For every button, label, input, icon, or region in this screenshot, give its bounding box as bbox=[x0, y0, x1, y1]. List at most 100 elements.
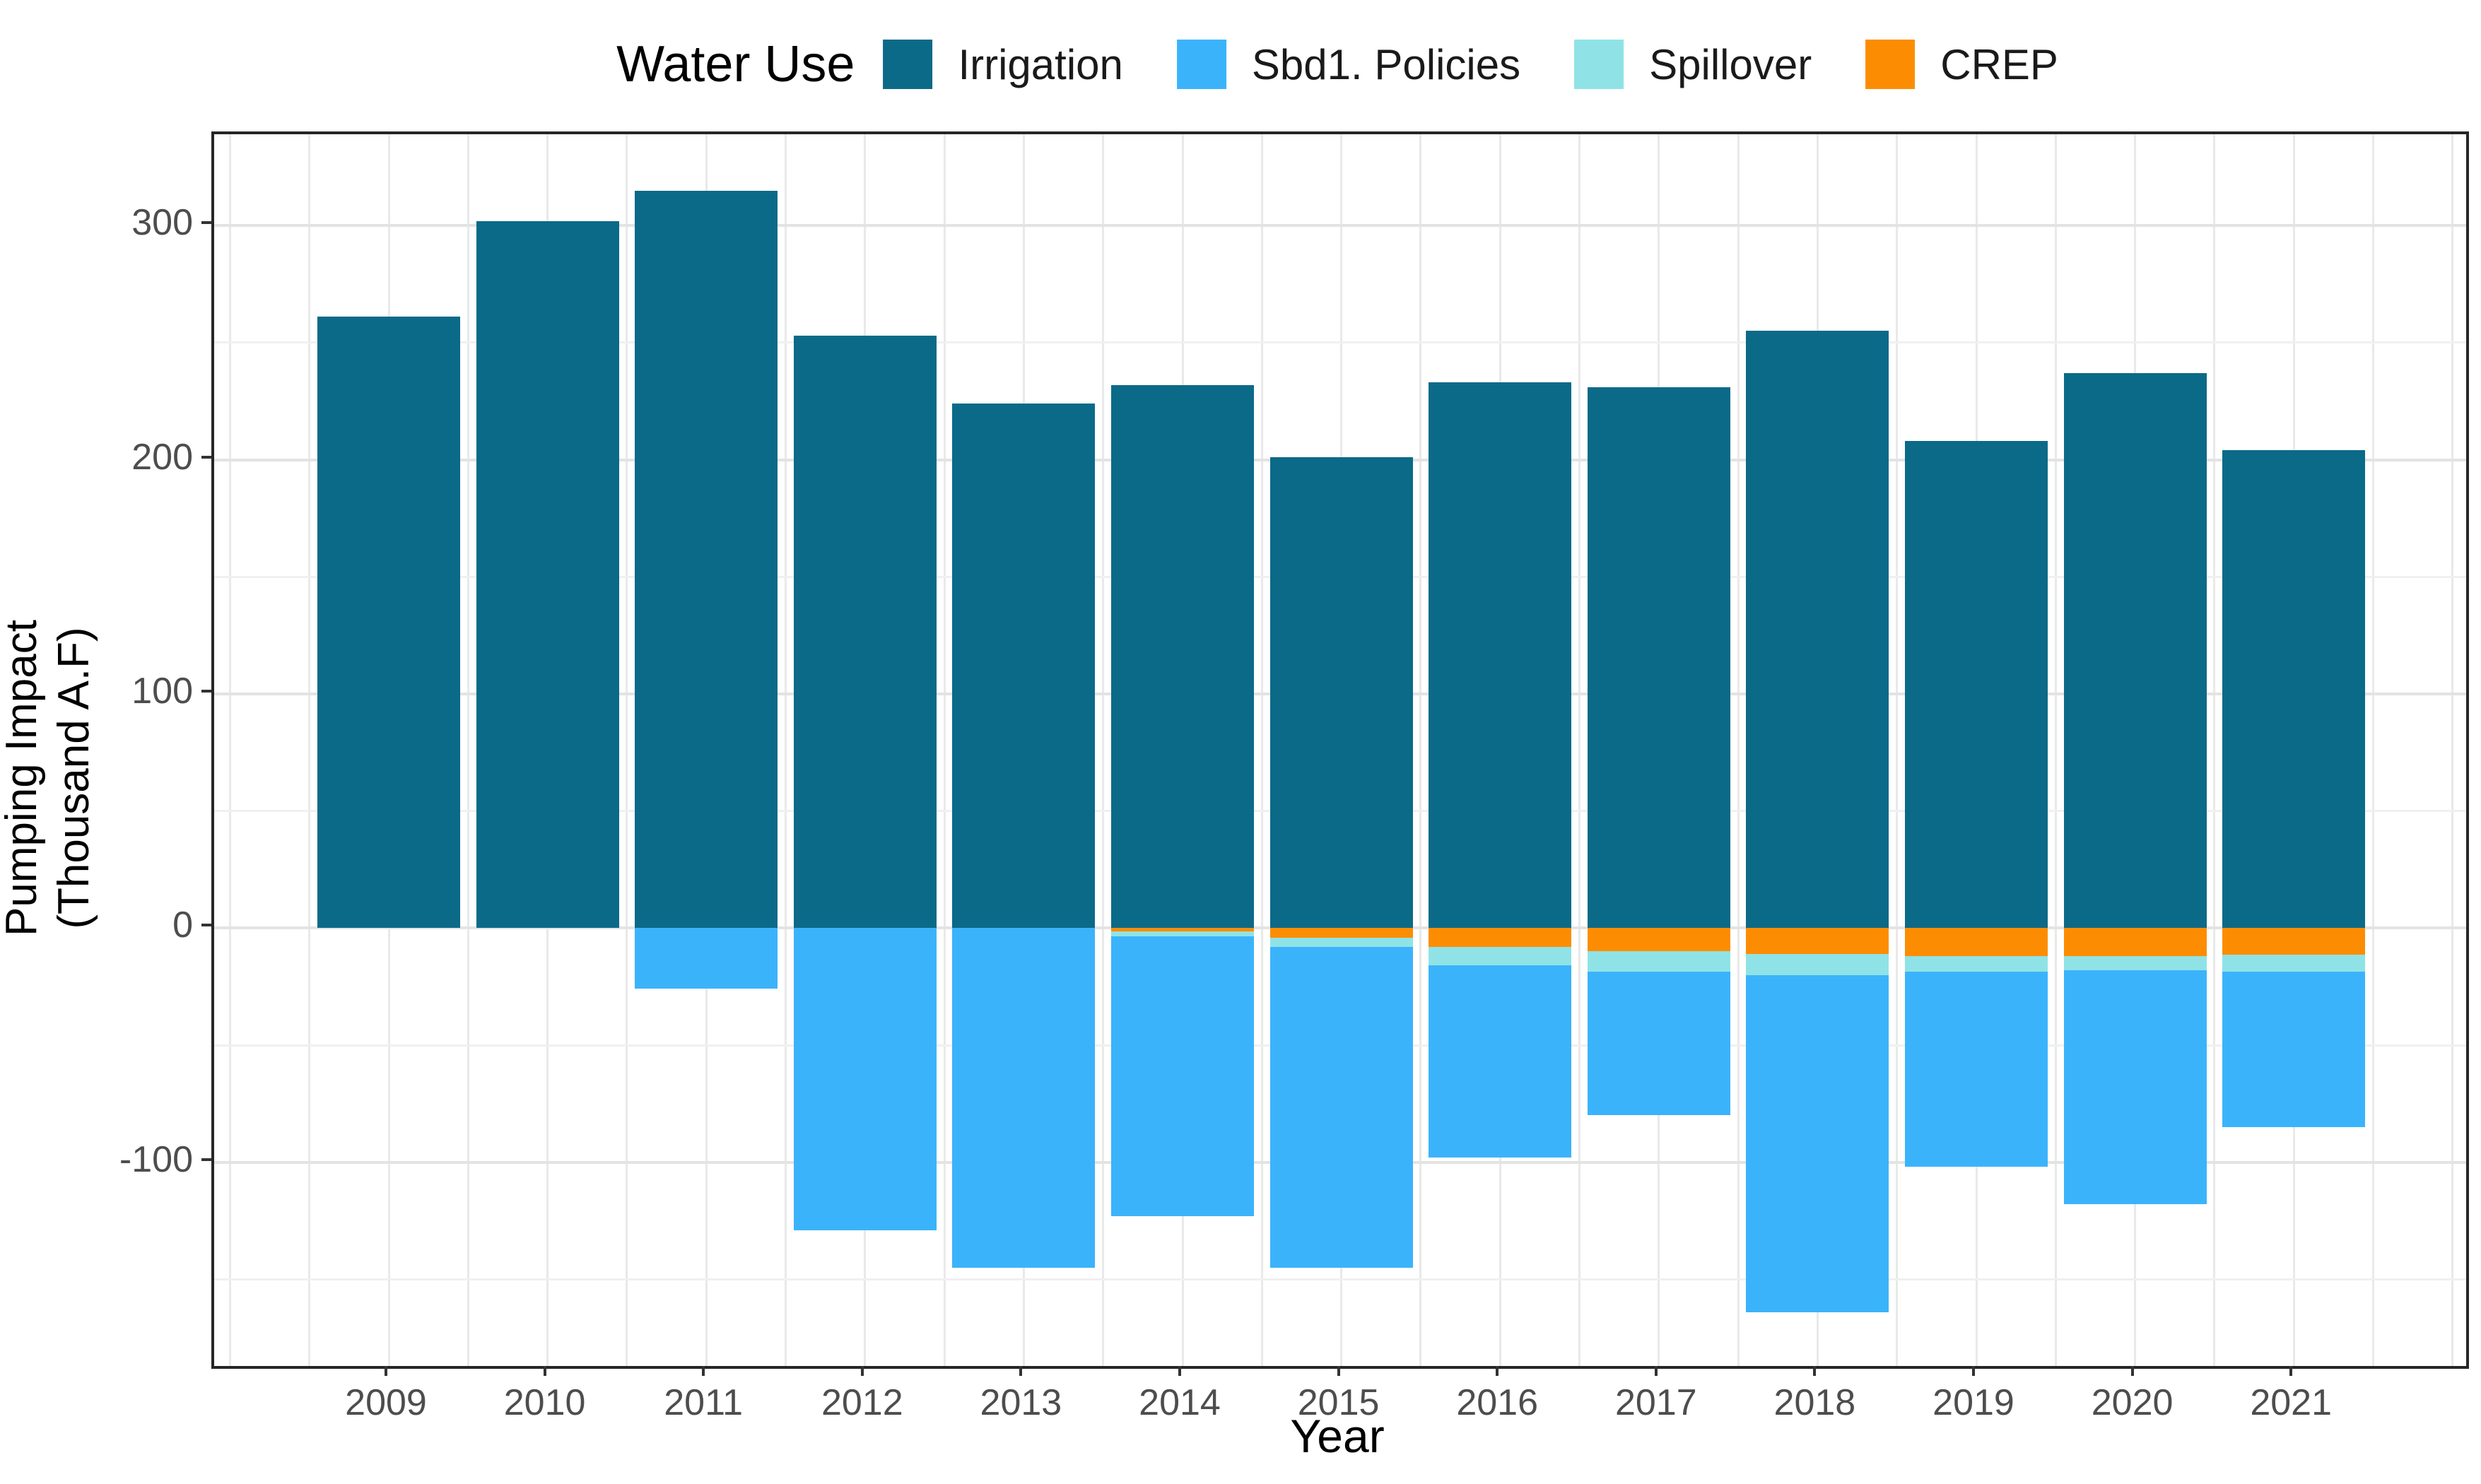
legend-swatch-crep bbox=[1865, 40, 1916, 89]
bar-segment-sbd1-policies bbox=[2222, 971, 2366, 1127]
x-tick-label: 2009 bbox=[345, 1382, 427, 1423]
x-minor-gridline bbox=[1578, 134, 1580, 1366]
x-minor-gridline bbox=[467, 134, 469, 1366]
x-tick-mark bbox=[1813, 1366, 1817, 1376]
bar-segment-irrigation bbox=[317, 317, 461, 929]
x-minor-gridline bbox=[943, 134, 946, 1366]
legend-swatch-sbd1-policies bbox=[1176, 40, 1226, 89]
bar-segment-spillover bbox=[2063, 956, 2207, 970]
bar-segment-crep bbox=[1904, 928, 2048, 957]
bar-segment-spillover bbox=[1269, 937, 1413, 947]
y-tick-label: 300 bbox=[131, 202, 193, 244]
legend-item-crep: CREP bbox=[1865, 40, 2058, 89]
x-tick-mark bbox=[1972, 1366, 1975, 1376]
x-minor-gridline bbox=[785, 134, 787, 1366]
legend-label: Spillover bbox=[1649, 40, 1812, 88]
bar-segment-irrigation bbox=[793, 335, 937, 929]
bar-segment-irrigation bbox=[476, 220, 619, 929]
bar-segment-sbd1-policies bbox=[1587, 971, 1730, 1116]
x-tick-mark bbox=[1178, 1366, 1181, 1376]
y-major-gridline bbox=[214, 224, 2466, 228]
y-tick-mark bbox=[201, 1158, 211, 1161]
x-minor-gridline bbox=[1737, 134, 1740, 1366]
bar-segment-sbd1-policies bbox=[1904, 971, 2048, 1167]
legend-item-sbd1-policies: Sbd1. Policies bbox=[1176, 40, 1520, 89]
plot-panel bbox=[211, 131, 2469, 1369]
x-minor-gridline bbox=[308, 134, 311, 1366]
x-tick-label: 2016 bbox=[1456, 1382, 1539, 1423]
bar-segment-spillover bbox=[1587, 951, 1730, 972]
legend: Water Use Irrigation Sbd1. Policies Spillo… bbox=[616, 35, 2058, 93]
bar-segment-sbd1-policies bbox=[635, 928, 778, 989]
bar-segment-irrigation bbox=[1904, 441, 2048, 929]
bar-segment-sbd1-policies bbox=[1429, 965, 1572, 1158]
x-minor-gridline bbox=[2372, 134, 2374, 1366]
y-tick-label: 0 bbox=[172, 905, 193, 946]
x-tick-mark bbox=[543, 1366, 546, 1376]
bar-segment-sbd1-policies bbox=[793, 928, 937, 1230]
x-minor-gridline bbox=[626, 134, 628, 1366]
x-axis-title: Year bbox=[1290, 1410, 1385, 1462]
x-tick-label: 2019 bbox=[1932, 1382, 2014, 1423]
x-tick-label: 2015 bbox=[1297, 1382, 1380, 1423]
y-minor-gridline bbox=[214, 1278, 2466, 1280]
x-minor-gridline bbox=[1102, 134, 1105, 1366]
bar-segment-crep bbox=[2222, 928, 2366, 955]
x-tick-mark bbox=[2289, 1366, 2293, 1376]
x-tick-mark bbox=[2130, 1366, 2134, 1376]
x-tick-label: 2014 bbox=[1139, 1382, 1221, 1423]
bar-segment-sbd1-policies bbox=[1269, 946, 1413, 1268]
bar-segment-irrigation bbox=[1746, 331, 1889, 929]
x-minor-gridline bbox=[2213, 134, 2216, 1366]
y-tick-mark bbox=[201, 924, 211, 927]
legend-title: Water Use bbox=[616, 36, 855, 93]
x-tick-mark bbox=[702, 1366, 705, 1376]
legend-item-irrigation: Irrigation bbox=[883, 40, 1123, 89]
bar-segment-irrigation bbox=[635, 190, 778, 929]
bar-segment-sbd1-policies bbox=[952, 928, 1096, 1268]
y-tick-mark bbox=[201, 455, 211, 459]
x-tick-label: 2020 bbox=[2091, 1382, 2174, 1423]
bar-segment-sbd1-policies bbox=[1110, 936, 1255, 1216]
x-minor-gridline bbox=[1419, 134, 1422, 1366]
bar-segment-irrigation bbox=[1587, 387, 1730, 929]
x-minor-gridline bbox=[2054, 134, 2057, 1366]
x-tick-label: 2010 bbox=[503, 1382, 586, 1423]
legend-item-spillover: Spillover bbox=[1574, 40, 1812, 89]
x-tick-label: 2012 bbox=[821, 1382, 903, 1423]
x-tick-mark bbox=[1654, 1366, 1658, 1376]
legend-swatch-irrigation bbox=[883, 40, 933, 89]
x-minor-gridline bbox=[1260, 134, 1263, 1366]
y-tick-mark bbox=[201, 221, 211, 225]
x-tick-mark bbox=[1019, 1366, 1023, 1376]
x-tick-label: 2017 bbox=[1614, 1382, 1697, 1423]
x-tick-mark bbox=[1337, 1366, 1340, 1376]
x-tick-label: 2018 bbox=[1773, 1382, 1856, 1423]
x-minor-gridline bbox=[1896, 134, 1899, 1366]
x-tick-label: 2021 bbox=[2250, 1382, 2333, 1423]
x-tick-mark bbox=[1496, 1366, 1499, 1376]
y-tick-label: 200 bbox=[131, 436, 193, 478]
y-tick-mark bbox=[201, 689, 211, 693]
legend-swatch-spillover bbox=[1574, 40, 1624, 89]
bar-segment-crep bbox=[1110, 928, 1255, 932]
y-tick-label: -100 bbox=[119, 1138, 193, 1180]
legend-label: CREP bbox=[1940, 40, 2058, 88]
y-axis-title-line2: (Thousand A.F) bbox=[49, 627, 98, 929]
bar-segment-spillover bbox=[1746, 953, 1889, 975]
bar-segment-sbd1-policies bbox=[1746, 974, 1889, 1312]
bar-segment-spillover bbox=[2222, 955, 2366, 972]
x-tick-mark bbox=[385, 1366, 387, 1376]
bar-segment-crep bbox=[1746, 928, 1889, 954]
bar-segment-irrigation bbox=[952, 404, 1096, 929]
bar-segment-irrigation bbox=[1110, 384, 1255, 929]
y-tick-label: 100 bbox=[131, 670, 193, 712]
x-tick-mark bbox=[860, 1366, 864, 1376]
x-tick-label: 2013 bbox=[980, 1382, 1062, 1423]
y-axis-title-line1: Pumping Impact bbox=[0, 620, 46, 936]
y-axis-title: Pumping Impact (Thousand A.F) bbox=[0, 425, 100, 1131]
bar-segment-crep bbox=[2063, 928, 2207, 957]
x-major-gridline bbox=[2451, 134, 2454, 1366]
bar-segment-irrigation bbox=[1429, 382, 1572, 929]
